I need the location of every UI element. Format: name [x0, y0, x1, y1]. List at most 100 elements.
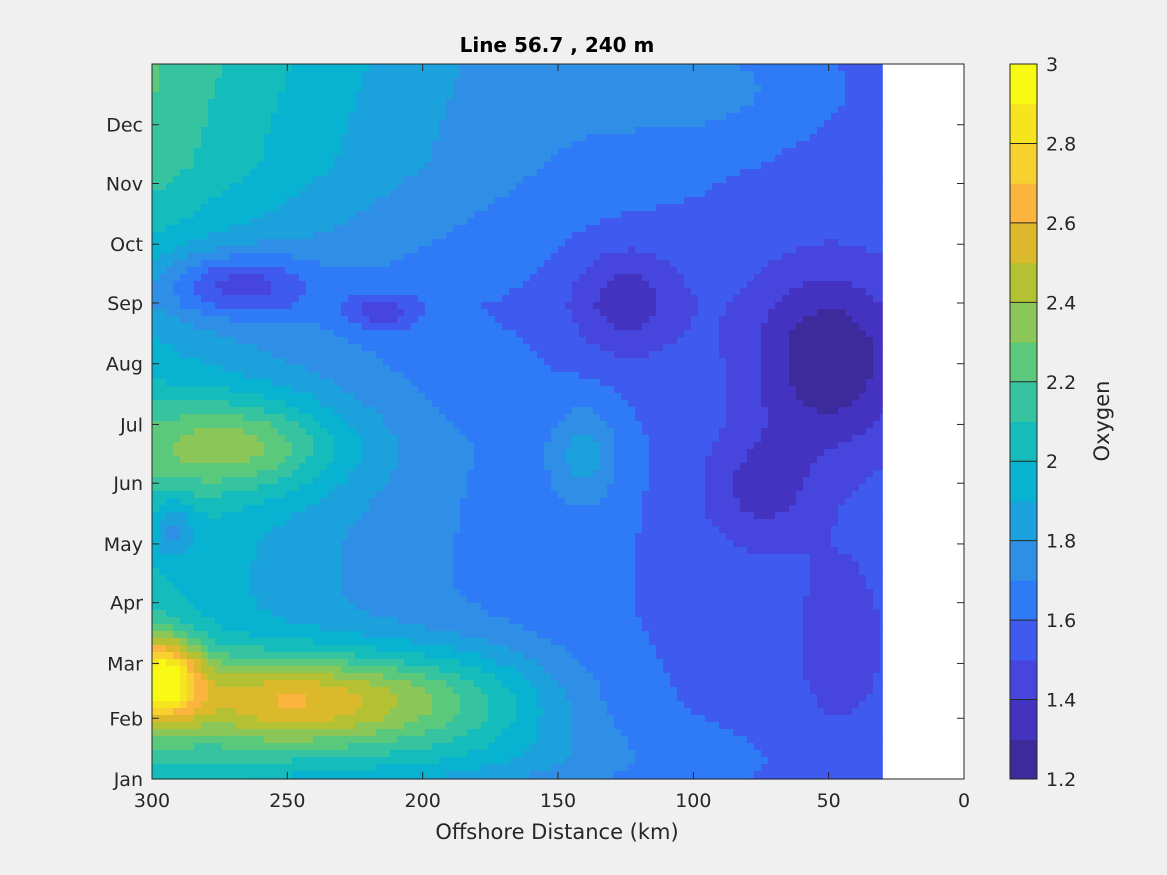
contour-cell: [397, 463, 475, 471]
contour-cell: [824, 708, 853, 716]
chart-title: Line 56.7 , 240 m: [460, 33, 655, 57]
contour-cell: [474, 211, 622, 219]
contour-cell: [817, 456, 883, 464]
contour-cell: [152, 687, 181, 695]
contour-cell: [747, 736, 883, 744]
contour-cell: [852, 316, 883, 324]
contour-cell: [215, 330, 335, 338]
contour-cell: [152, 435, 181, 443]
contour-cell: [852, 491, 883, 499]
contour-cell: [222, 743, 349, 751]
contour-cell: [152, 302, 181, 310]
contour-cell: [719, 351, 762, 359]
contour-cell: [152, 288, 174, 296]
contour-cell: [390, 470, 468, 478]
contour-cell: [838, 239, 883, 247]
contour-cell: [152, 750, 391, 758]
contour-cell: [215, 617, 286, 625]
contour-cell: [264, 211, 356, 219]
contour-cell: [229, 386, 293, 394]
contour-cell: [376, 729, 426, 737]
contour-cell: [453, 715, 489, 723]
contour-cell: [173, 631, 188, 639]
contour-cell: [278, 694, 307, 702]
contour-cell: [432, 743, 489, 751]
contour-cell: [747, 547, 839, 555]
contour-cell: [285, 197, 377, 205]
contour-cell: [551, 673, 594, 681]
contour-cell: [852, 435, 883, 443]
contour-cell: [453, 78, 755, 86]
contour-cell: [334, 673, 384, 681]
contour-cell: [873, 337, 883, 345]
contour-cell: [299, 463, 328, 471]
contour-cell: [180, 169, 251, 177]
contour-cell: [208, 631, 251, 639]
contour-cell: [264, 134, 342, 142]
contour-cell: [488, 715, 517, 723]
contour-cell: [656, 652, 804, 660]
contour-cell: [194, 673, 202, 681]
contour-cell: [264, 680, 321, 688]
contour-cell: [852, 708, 883, 716]
contour-cell: [299, 295, 349, 303]
contour-cell: [614, 456, 650, 464]
contour-cell: [187, 666, 195, 674]
contour-cell: [264, 393, 314, 401]
contour-cell: [334, 155, 433, 163]
colorbar: 1.2 1.4 1.6 1.8 2 2.2 2.4 2.6 2.8 3 Oxygen: [1009, 54, 1114, 791]
contour-cell: [285, 400, 321, 408]
y-tick-label: Apr: [110, 593, 143, 615]
contour-cell: [761, 85, 846, 93]
contour-cell: [677, 687, 811, 695]
contour-cell: [348, 120, 440, 128]
contour-cell: [152, 260, 174, 268]
contour-cell: [292, 302, 342, 310]
contour-cell: [460, 64, 741, 72]
contour-cell: [796, 491, 853, 499]
contour-cell: [341, 547, 454, 555]
contour-cell: [537, 736, 573, 744]
contour-cell: [719, 316, 769, 324]
contour-cell: [453, 421, 559, 429]
contour-cell: [614, 386, 727, 394]
colorbar-band: [1010, 421, 1037, 462]
contour-cell: [565, 239, 825, 247]
contour-cell: [572, 652, 657, 660]
contour-cell: [628, 743, 755, 751]
contour-cell: [523, 750, 573, 758]
contour-cell: [544, 463, 573, 471]
contour-cell: [831, 113, 883, 121]
contour-cell: [201, 477, 223, 485]
contour-cell: [530, 771, 615, 779]
contour-cell: [502, 729, 538, 737]
contour-cell: [572, 309, 601, 317]
contour-cell: [355, 708, 391, 716]
contour-cell: [705, 463, 741, 471]
contour-cell: [397, 449, 475, 457]
contour-cell: [432, 141, 573, 149]
contour-cell: [334, 225, 454, 233]
contour-cell: [817, 127, 883, 135]
contour-cell: [152, 295, 181, 303]
contour-cell: [285, 71, 363, 79]
contour-cell: [740, 505, 790, 513]
contour-cell: [194, 288, 223, 296]
contour-cell: [614, 771, 755, 779]
contour-cell: [180, 295, 202, 303]
contour-cell: [600, 414, 636, 422]
contour-cell: [173, 281, 195, 289]
contour-cell: [152, 64, 160, 72]
contour-cell: [838, 519, 883, 527]
contour-cell: [418, 316, 496, 324]
contour-cell: [180, 435, 258, 443]
contour-cell: [348, 337, 524, 345]
contour-cell: [845, 92, 883, 100]
contour-cell: [208, 652, 230, 660]
contour-cell: [152, 470, 258, 478]
contour-cell: [453, 575, 636, 583]
contour-cell: [369, 316, 398, 324]
contour-cell: [460, 512, 643, 520]
contour-cell: [614, 477, 650, 485]
contour-cell: [362, 512, 461, 520]
